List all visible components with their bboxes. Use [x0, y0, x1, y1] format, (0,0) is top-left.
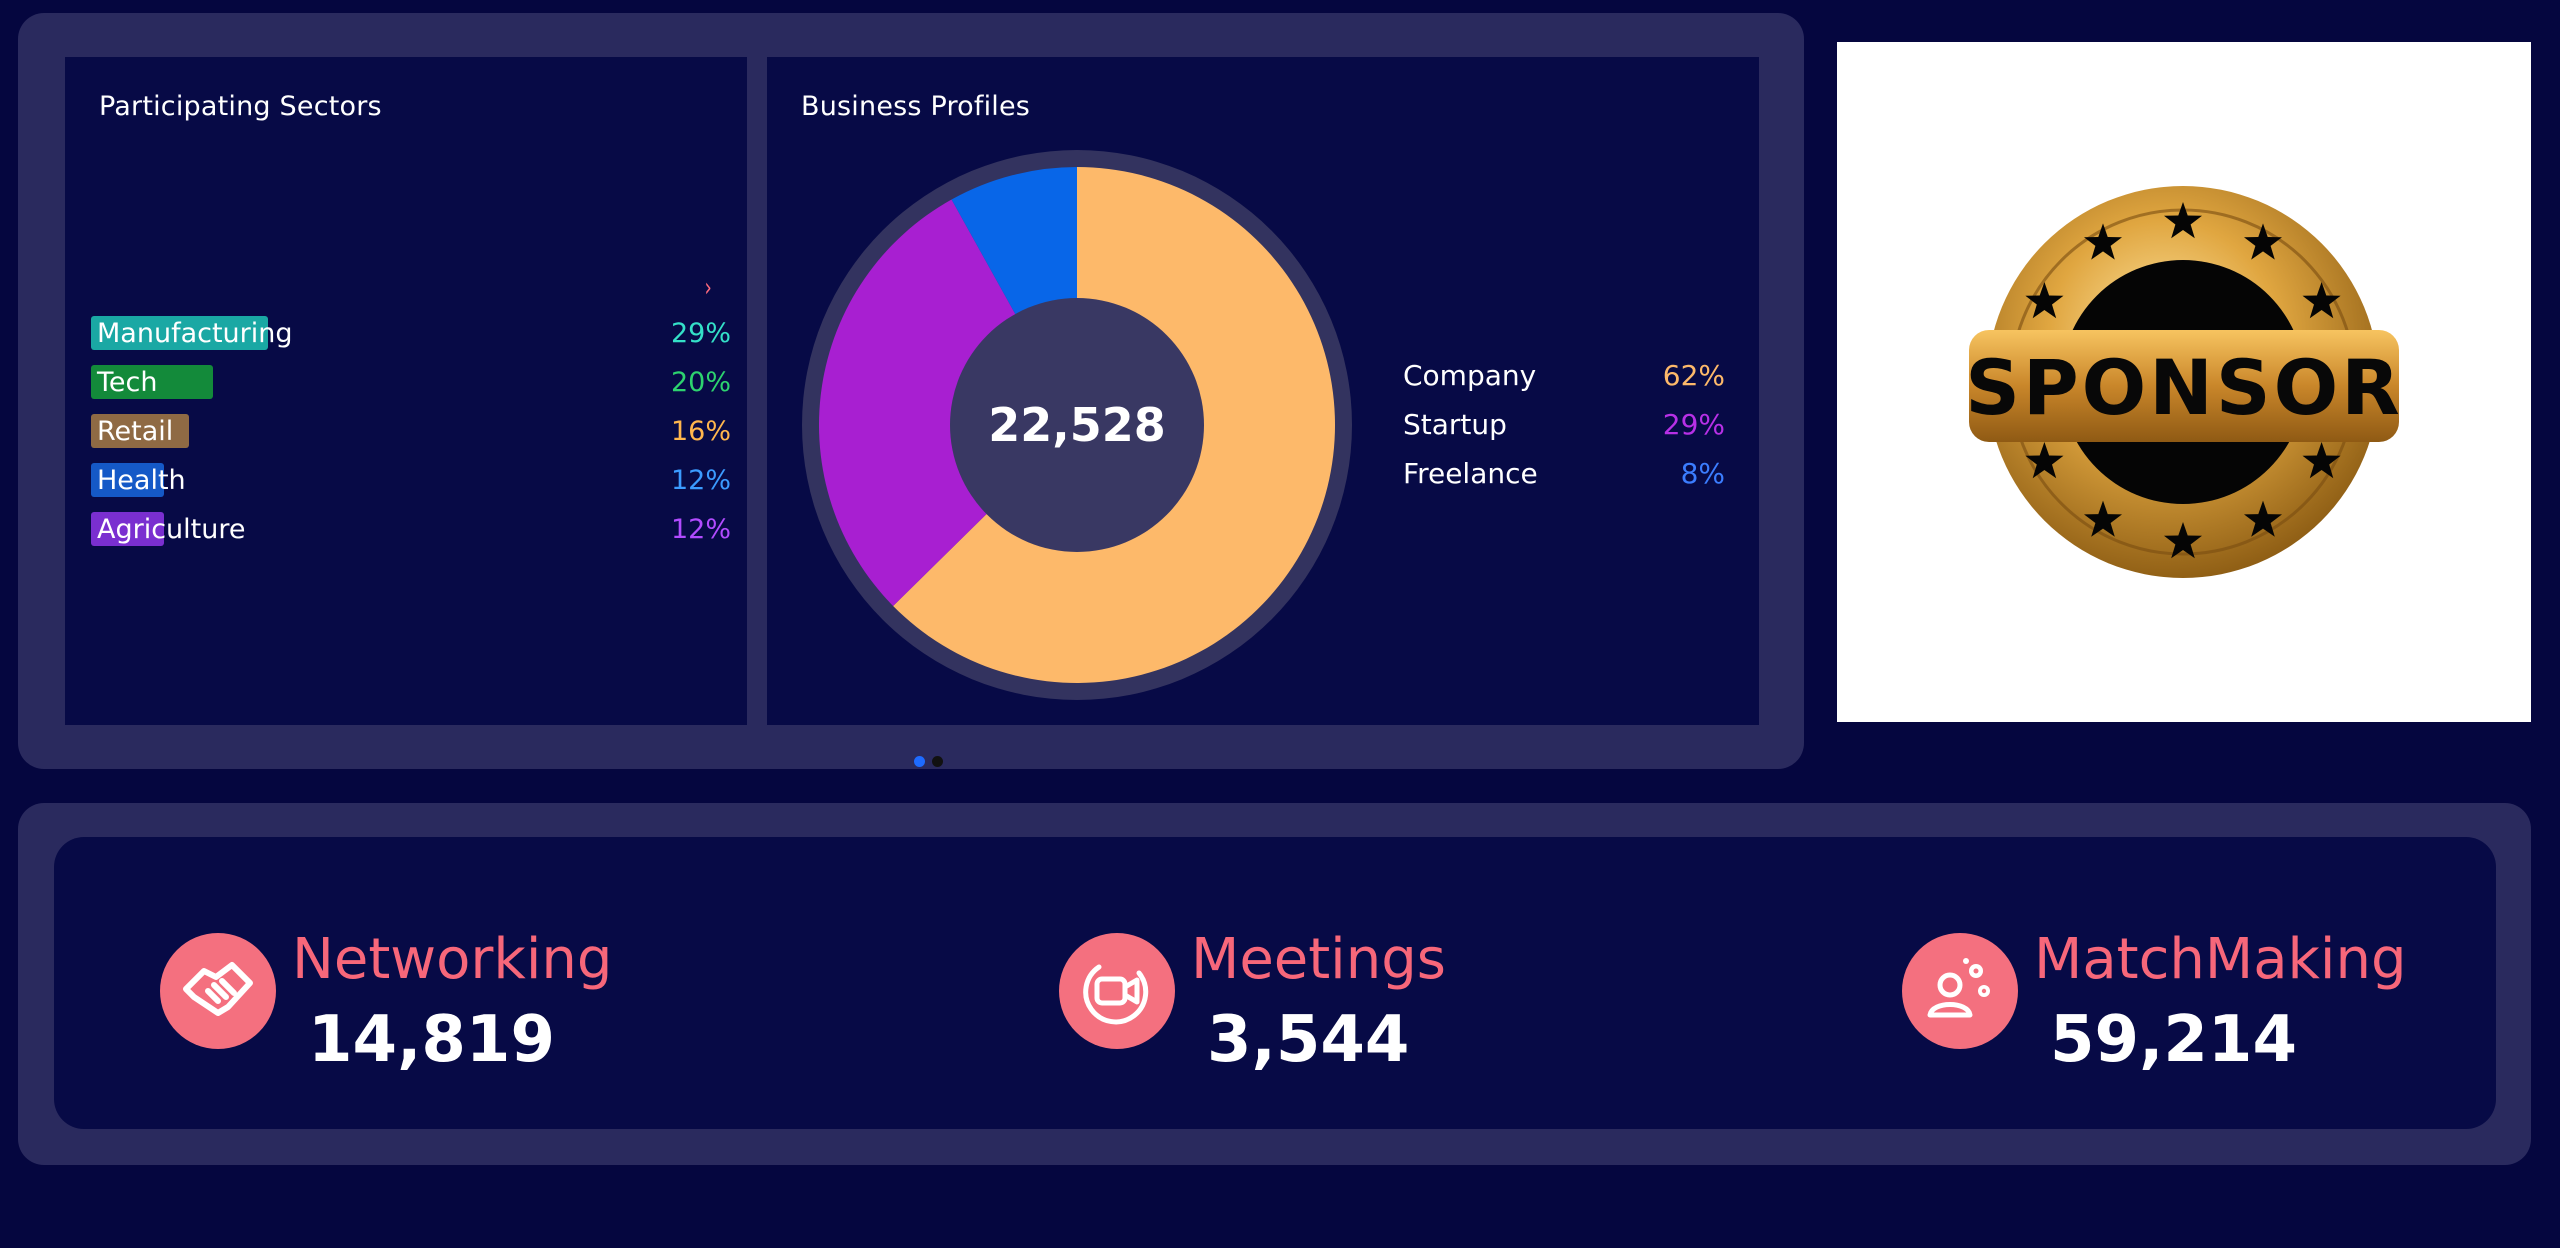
business-profiles-card: Business Profiles 22,528 Company 62% Sta… [767, 57, 1759, 725]
sector-bar [91, 414, 189, 448]
legend-label: Freelance [1403, 457, 1538, 490]
badge-band [1969, 330, 2399, 442]
legend-item-company: Company 62% [1403, 359, 1725, 399]
star-icon [2164, 202, 2202, 239]
star-icon [2302, 282, 2341, 319]
sector-label: Tech [97, 367, 158, 398]
star-icon [2244, 223, 2282, 260]
sector-bar [91, 316, 268, 350]
carousel-dot-active[interactable] [914, 756, 925, 767]
donut-slice-startup[interactable] [819, 199, 1077, 606]
star-icon [2302, 442, 2341, 479]
legend-percent: 29% [1662, 408, 1725, 441]
legend-item-freelance: Freelance 8% [1403, 457, 1725, 497]
carousel-pagination [914, 756, 944, 768]
donut-svg: 22,528 [802, 150, 1352, 700]
stat-value: 59,214 [2050, 1003, 2297, 1077]
stat-value: 3,544 [1207, 1003, 1410, 1077]
sector-label: Manufacturing [97, 318, 293, 349]
sector-row-tech: Tech 20% [91, 363, 731, 399]
star-icon [2025, 282, 2064, 319]
legend-item-startup: Startup 29% [1403, 408, 1725, 448]
business-profiles-donut-chart: 22,528 [797, 145, 1357, 705]
sector-percent: 12% [670, 465, 731, 496]
stat-label: MatchMaking [2034, 927, 2407, 992]
badge-stars [2025, 202, 2341, 559]
sponsor-panel[interactable]: SPONSOR [1837, 42, 2531, 722]
sponsor-badge-icon: SPONSOR [1965, 186, 2403, 578]
sector-label: Agriculture [97, 514, 246, 545]
profiles-title: Business Profiles [801, 91, 1031, 122]
donut-center-label: 22,528 [988, 398, 1166, 452]
star-icon [2025, 442, 2064, 479]
sector-label: Health [97, 465, 186, 496]
star-icon [2164, 522, 2202, 559]
sector-bar [91, 365, 213, 399]
sponsor-text: SPONSOR [1965, 343, 2403, 432]
sectors-title: Participating Sectors [99, 91, 382, 122]
stat-label: Networking [292, 927, 613, 992]
donut-center [950, 298, 1204, 552]
stat-label: Meetings [1191, 927, 1446, 992]
stat-value: 14,819 [308, 1003, 555, 1077]
video-call-icon [1059, 933, 1175, 1049]
legend-label: Company [1403, 359, 1537, 392]
sector-bar [91, 512, 165, 546]
sector-row-agriculture: Agriculture 12% [91, 510, 731, 546]
matchmaking-user-gears-icon [1902, 933, 2018, 1049]
legend-percent: 8% [1680, 457, 1725, 490]
star-icon [2084, 223, 2122, 260]
sector-percent: 12% [670, 514, 731, 545]
sector-row-manufacturing: Manufacturing 29% [91, 314, 731, 350]
star-icon [2084, 500, 2122, 537]
analytics-carousel-frame: Participating Sectors › Manufacturing 29… [18, 13, 1804, 769]
sector-row-health: Health 12% [91, 461, 731, 497]
legend-percent: 62% [1662, 359, 1725, 392]
star-icon [2244, 500, 2282, 537]
sector-percent: 29% [670, 318, 731, 349]
sector-percent: 16% [670, 416, 731, 447]
legend-label: Startup [1403, 408, 1507, 441]
sector-bar [91, 463, 165, 497]
carousel-dot[interactable] [932, 756, 943, 767]
handshake-icon [160, 933, 276, 1049]
chevron-right-icon[interactable]: › [704, 273, 712, 303]
participating-sectors-card: Participating Sectors › Manufacturing 29… [65, 57, 747, 725]
sector-label: Retail [97, 416, 174, 447]
sector-percent: 20% [670, 367, 731, 398]
stats-panel: Networking 14,819 Meetings 3,544 [54, 837, 2496, 1129]
sector-row-retail: Retail 16% [91, 412, 731, 448]
stats-frame: Networking 14,819 Meetings 3,544 [18, 803, 2531, 1165]
